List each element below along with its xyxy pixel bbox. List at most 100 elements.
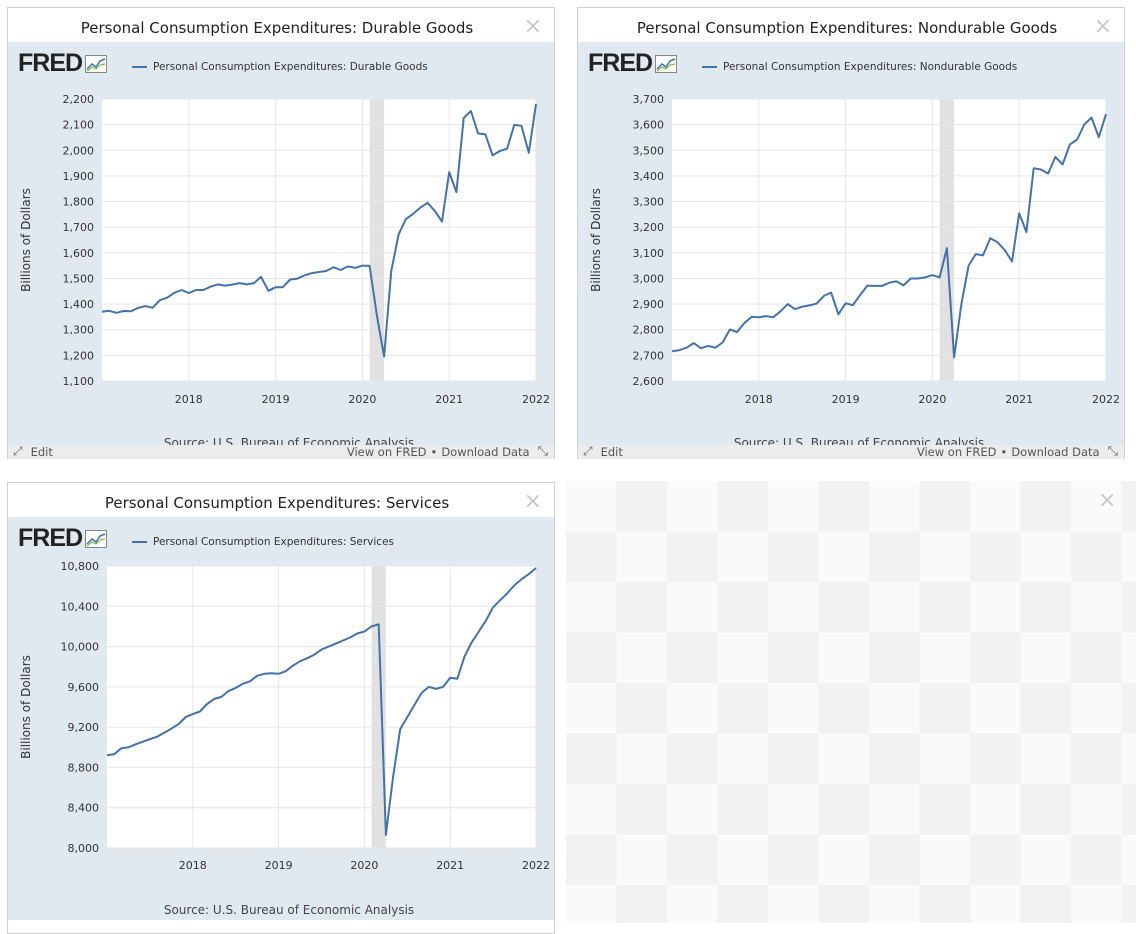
y-tick-label: 10,000	[61, 641, 100, 654]
y-tick-label: 2,600	[633, 375, 665, 388]
y-axis-label: Billions of Dollars	[19, 655, 33, 759]
recession-shading	[371, 566, 386, 848]
resize-arrows-icon[interactable]: ⤡	[537, 444, 548, 459]
x-tick-label: 2021	[436, 859, 464, 872]
chart-area: FRED Personal Consumption Expenditures: …	[8, 517, 554, 920]
close-icon[interactable]: ×	[1098, 488, 1117, 513]
fred-logo-text: FRED	[588, 49, 653, 77]
plot-svg: 8,000 8,400 8,800 9,200 9,600 10,000 10,400 10,…	[19, 560, 550, 917]
y-tick-label: 3,100	[633, 247, 665, 260]
pencil-arrows-icon: ⤢	[583, 444, 593, 458]
view-on-fred-link[interactable]: View on FRED	[916, 444, 997, 459]
y-tick-label: 8,400	[68, 802, 100, 815]
panel-title: Personal Consumption Expenditures: Durab…	[80, 19, 474, 37]
x-tick-label: 2018	[175, 393, 203, 406]
y-tick-label: 2,100	[63, 119, 95, 132]
plot-svg: 1,100 1,200 1,300 1,400 1,500 1,600 1,700 1,800…	[19, 93, 550, 445]
fred-logo: FRED	[18, 524, 108, 553]
y-tick-label: 3,300	[633, 196, 665, 209]
legend: Personal Consumption Expenditures: Nondu…	[702, 61, 1017, 73]
y-tick-label: 2,000	[63, 144, 95, 157]
download-data-link[interactable]: Download Data	[1011, 444, 1100, 459]
resize-arrows-icon[interactable]: ⤡	[1107, 444, 1118, 459]
pencil-arrows-icon: ⤢	[13, 444, 23, 458]
y-tick-label: 1,100	[63, 375, 95, 388]
view-on-fred-link[interactable]: View on FRED	[346, 444, 427, 459]
y-tick-label: 3,000	[633, 272, 665, 285]
y-tick-label: 3,200	[633, 221, 665, 234]
close-icon[interactable]: ×	[1093, 14, 1112, 39]
legend-label: Personal Consumption Expenditures: Durab…	[153, 61, 428, 73]
plot-background	[107, 566, 536, 848]
source-text: Source: U.S. Bureau of Economic Analysis	[164, 903, 414, 917]
x-tick-label: 2022	[1092, 393, 1120, 406]
edit-label: Edit	[600, 444, 623, 459]
separator-dot: •	[1000, 444, 1008, 459]
x-tick-label: 2022	[522, 393, 550, 406]
plot-svg: 2,600 2,700 2,800 2,900 3,000 3,100 3,200 3,300…	[589, 93, 1120, 445]
y-tick-label: 1,400	[63, 298, 95, 311]
legend-swatch	[702, 66, 717, 68]
mini-chart-icon	[85, 54, 108, 73]
x-tick-label: 2021	[435, 393, 463, 406]
x-tick-label: 2019	[832, 393, 860, 406]
y-tick-label: 10,400	[61, 600, 100, 613]
x-tick-label: 2022	[522, 859, 550, 872]
y-tick-label: 1,300	[63, 324, 95, 337]
series-line	[106, 567, 537, 836]
mini-chart-icon	[655, 54, 678, 73]
panel-footer: ⤢ Edit View on FRED • Download Data ⤡	[8, 444, 554, 459]
close-icon[interactable]: ×	[523, 489, 542, 514]
y-tick-label: 1,700	[63, 221, 95, 234]
y-tick-label: 3,500	[633, 144, 665, 157]
mini-chart-icon	[85, 529, 108, 548]
legend-label: Personal Consumption Expenditures: Nondu…	[723, 61, 1018, 73]
recession-shading	[369, 99, 385, 381]
y-tick-label: 1,200	[63, 349, 95, 362]
x-tick-label: 2018	[745, 393, 773, 406]
y-tick-label: 2,900	[633, 298, 665, 311]
legend-swatch	[132, 541, 147, 543]
y-tick-label: 1,500	[63, 272, 95, 285]
y-tick-label: 9,600	[68, 681, 100, 694]
y-tick-label: 8,800	[68, 761, 100, 774]
empty-panel-placeholder	[566, 481, 1136, 923]
x-tick-label: 2020	[918, 393, 946, 406]
chart-area: FRED Personal Consumption Expenditures: …	[8, 42, 554, 445]
edit-label: Edit	[30, 444, 53, 459]
separator-dot: •	[430, 444, 438, 459]
x-tick-label: 2018	[179, 859, 207, 872]
series-line	[671, 113, 1107, 359]
y-tick-label: 1,900	[63, 170, 95, 183]
x-tick-label: 2021	[1005, 393, 1033, 406]
legend: Personal Consumption Expenditures: Durab…	[132, 61, 428, 73]
legend: Personal Consumption Expenditures: Servi…	[132, 536, 394, 548]
y-tick-label: 3,400	[633, 170, 665, 183]
footer-links: View on FRED • Download Data ⤡	[347, 444, 548, 459]
y-tick-label: 1,600	[63, 247, 95, 260]
edit-button[interactable]: ⤢ Edit	[13, 444, 53, 459]
source-text: Source: U.S. Bureau of Economic Analysis	[734, 436, 984, 445]
series-line	[101, 103, 537, 358]
chart-panel-durable-goods: Personal Consumption Expenditures: Durab…	[7, 7, 555, 459]
source-text: Source: U.S. Bureau of Economic Analysis	[164, 436, 414, 445]
x-tick-label: 2019	[262, 393, 290, 406]
x-tick-label: 2019	[265, 859, 293, 872]
fred-logo-text: FRED	[18, 49, 83, 77]
download-data-link[interactable]: Download Data	[441, 444, 530, 459]
y-axis-label: Billions of Dollars	[589, 188, 603, 292]
y-tick-label: 9,200	[68, 721, 100, 734]
x-tick-label: 2020	[350, 859, 378, 872]
y-tick-label: 3,700	[633, 93, 665, 106]
chart-area: FRED Personal Consumption Expenditures: …	[578, 42, 1124, 445]
y-tick-label: 10,800	[61, 560, 100, 573]
plot-background	[672, 99, 1106, 381]
y-tick-label: 8,000	[68, 842, 100, 855]
x-tick-label: 2020	[348, 393, 376, 406]
legend-swatch	[132, 66, 147, 68]
fred-logo: FRED	[588, 49, 678, 78]
chart-panel-services: Personal Consumption Expenditures: Servi…	[7, 482, 555, 934]
panel-title: Personal Consumption Expenditures: Servi…	[104, 494, 450, 512]
edit-button[interactable]: ⤢ Edit	[583, 444, 623, 459]
close-icon[interactable]: ×	[523, 14, 542, 39]
